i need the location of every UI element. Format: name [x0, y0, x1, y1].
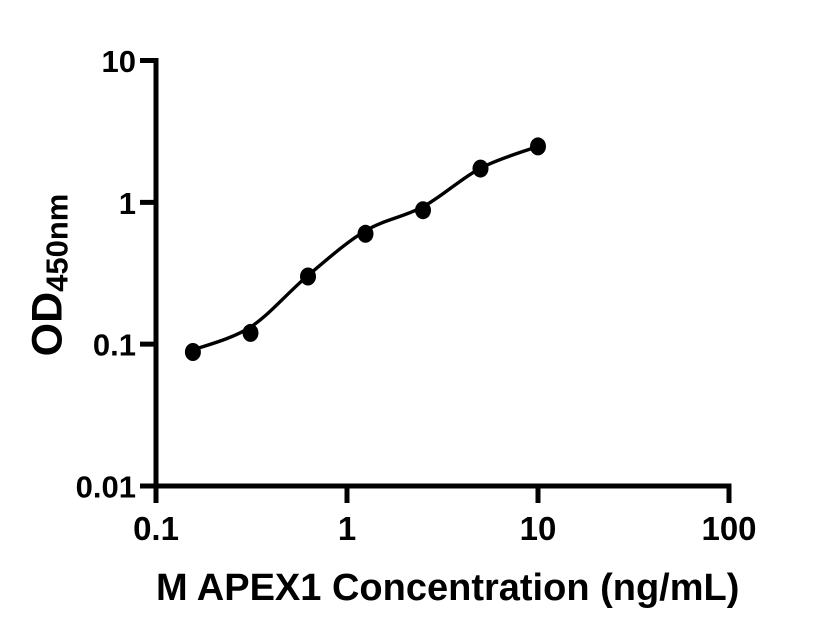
data-point	[530, 137, 546, 156]
axis-ticks	[140, 58, 732, 503]
fit-curve-line	[192, 144, 539, 352]
y-axis-title-main: OD	[23, 291, 72, 357]
y-tick-label: 0.1	[93, 328, 136, 363]
y-axis-title: OD 450nm	[23, 193, 75, 357]
data-point	[472, 159, 489, 178]
data-point	[242, 323, 259, 342]
data-point	[415, 201, 431, 220]
x-tick-label: 0.1	[133, 510, 179, 547]
data-point	[300, 267, 316, 286]
y-tick-label: 1	[119, 186, 136, 221]
axes	[153, 58, 732, 503]
x-tick-label: 1	[338, 510, 356, 547]
y-tick-label: 10	[102, 44, 136, 79]
y-tick-label: 0.01	[76, 470, 136, 505]
axis-tick-labels: 0.01 0.1 1 10 0.1 1 10 100	[76, 44, 757, 547]
x-tick-label: 10	[520, 510, 557, 547]
data-point	[184, 343, 201, 361]
x-axis-title: M APEX1 Concentration (ng/mL)	[156, 567, 740, 609]
y-axis-title-subscript: 450nm	[39, 193, 75, 292]
x-tick-label: 100	[701, 510, 756, 547]
data-point	[357, 224, 374, 243]
data-points	[184, 137, 546, 361]
